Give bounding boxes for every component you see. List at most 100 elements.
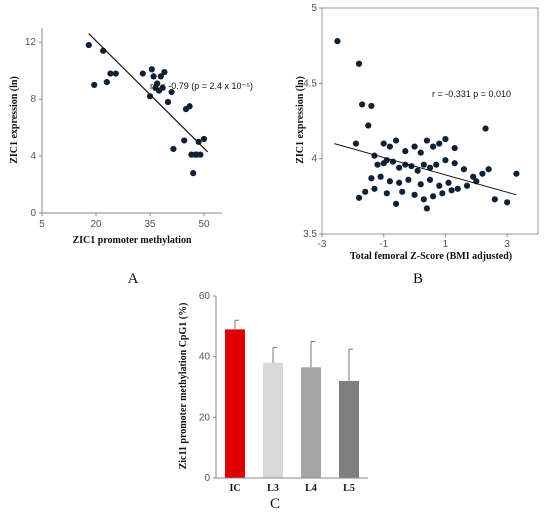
panel-b-data-point: [417, 181, 424, 188]
panel-a-x-axis-label: ZIC1 promoter methylation: [72, 235, 192, 246]
panel-b-correlation-annotation: r = -0.331 p = 0.010: [432, 89, 511, 99]
panel-b-data-point: [392, 137, 400, 144]
panel-c-bar: [339, 380, 359, 478]
panel-b-data-point: [368, 102, 375, 110]
panel-b-data-point: [420, 196, 427, 203]
panel-a-data-point: [112, 70, 119, 77]
panel-c-y-tick-label: 0: [204, 473, 210, 484]
panel-b-data-point: [445, 179, 452, 186]
panel-b-data-point: [513, 170, 520, 177]
panel-b-y-tick-label: 4: [311, 154, 317, 165]
panel-b-data-point: [463, 182, 471, 189]
panel-b-label: B: [413, 271, 423, 287]
panel-a-data-point: [85, 41, 92, 49]
panel-b-data-point: [386, 143, 393, 150]
panel-a-data-point: [181, 137, 188, 144]
panel-a-data-point: [91, 81, 98, 89]
panel-c-label: C: [270, 496, 280, 512]
panel-b-data-point: [374, 161, 381, 168]
panel-b-data-point: [399, 188, 406, 195]
panel-b-data-point: [436, 140, 443, 147]
panel-a-data-point: [159, 84, 166, 91]
panel-b-x-tick-label: 3: [504, 239, 510, 250]
panel-b-data-point: [479, 170, 486, 177]
panel-a-x-tick-label: 50: [198, 219, 210, 230]
panel-a-data-point: [139, 70, 146, 77]
panel-b-data-point: [451, 145, 458, 152]
panel-a-data-point: [170, 145, 177, 153]
panel-b-data-point: [405, 176, 412, 183]
panel-b-x-tick-label: 1: [443, 239, 449, 250]
panel-a-data-point: [168, 88, 175, 96]
panel-b-x-tick-label: -3: [318, 239, 327, 250]
panel-b-data-point: [392, 200, 400, 207]
panel-a-data-point: [150, 73, 157, 80]
panel-b-data-point: [426, 164, 434, 171]
panel-c-y-axis-label: Zic11 promoter methylation CpG1 (%): [178, 303, 189, 470]
panel-b-data-point: [411, 143, 418, 150]
panel-c-bar: [263, 362, 283, 478]
panel-b-data-point: [380, 140, 387, 147]
panel-b-data-point: [414, 167, 421, 174]
panel-c-y-tick-label: 60: [199, 291, 211, 302]
panel-b-data-point: [368, 175, 375, 182]
panel-c-category-label: L4: [305, 483, 317, 494]
panel-a-data-point: [164, 98, 172, 106]
panel-a-data-point: [146, 93, 154, 100]
panel-b-data-point: [359, 101, 366, 108]
panel-a-data-point: [157, 73, 164, 80]
panel-b-data-point: [439, 190, 446, 197]
panel-a-label: A: [128, 271, 139, 287]
panel-c-category-label: L3: [267, 483, 279, 494]
panel-b-data-point: [504, 199, 511, 206]
panel-b-data-point: [429, 193, 437, 200]
panel-a-data-point: [103, 78, 110, 86]
panel-b-y-tick-label: 5: [311, 3, 317, 14]
panel-b-data-point: [433, 161, 440, 168]
panel-a-data-point: [154, 80, 161, 87]
panel-b-data-point: [371, 185, 378, 192]
panel-b-data-point: [420, 161, 427, 168]
panel-a-y-tick-label: 12: [25, 37, 37, 48]
panel-a-x-tick-label: 5: [39, 219, 45, 230]
panel-b-data-point: [396, 164, 403, 171]
panel-b-data-point: [411, 191, 418, 198]
panel-c-y-tick-label: 40: [199, 352, 211, 363]
panel-a-data-point: [197, 151, 204, 158]
panel-b-data-point: [417, 149, 424, 156]
panel-b-x-tick-label: -1: [379, 239, 388, 250]
panel-a-y-tick-label: 4: [30, 151, 36, 162]
panel-b-data-point: [423, 205, 431, 212]
panel-a-x-tick-label: 35: [144, 219, 156, 230]
panel-b-data-point: [362, 188, 369, 195]
panel-b-data-point: [470, 173, 477, 180]
panel-c-category-label: L5: [343, 483, 355, 494]
panel-a-data-point: [107, 70, 114, 77]
panel-a-data-point: [200, 135, 208, 143]
panel-b-plot-frame: [321, 7, 539, 235]
panel-b-data-point: [396, 179, 403, 186]
panel-b-data-point: [423, 137, 431, 144]
panel-b-x-axis-label: Total femoral Z-Score (BMI adjusted): [350, 251, 512, 262]
panel-c-bar: [225, 329, 245, 478]
panel-b-data-point: [448, 187, 455, 194]
panel-a-trendline: [88, 33, 209, 153]
panel-a-y-tick-label: 8: [30, 94, 36, 105]
panel-c-y-tick-label: 20: [199, 412, 211, 423]
panel-a-data-point: [195, 138, 202, 145]
panel-b-data-point: [460, 166, 468, 173]
panel-b-y-tick-label: 3.5: [303, 229, 317, 240]
panel-b-data-point: [442, 135, 449, 143]
panel-a-data-point: [190, 170, 197, 177]
panel-c-category-label: IC: [229, 483, 240, 494]
panel-b-data-point: [355, 60, 363, 67]
panel-b-data-point: [386, 178, 393, 185]
panel-b-data-point: [377, 173, 384, 180]
panel-b-data-point: [365, 122, 372, 129]
panel-a-x-tick-label: 20: [90, 219, 102, 230]
panel-a-correlation-annotation: rp = -0.79 (p = 2.4 x 10⁻⁵): [150, 81, 253, 91]
panel-b-data-point: [454, 185, 461, 192]
panel-b-data-point: [451, 160, 458, 167]
panel-b-data-point: [491, 196, 498, 203]
